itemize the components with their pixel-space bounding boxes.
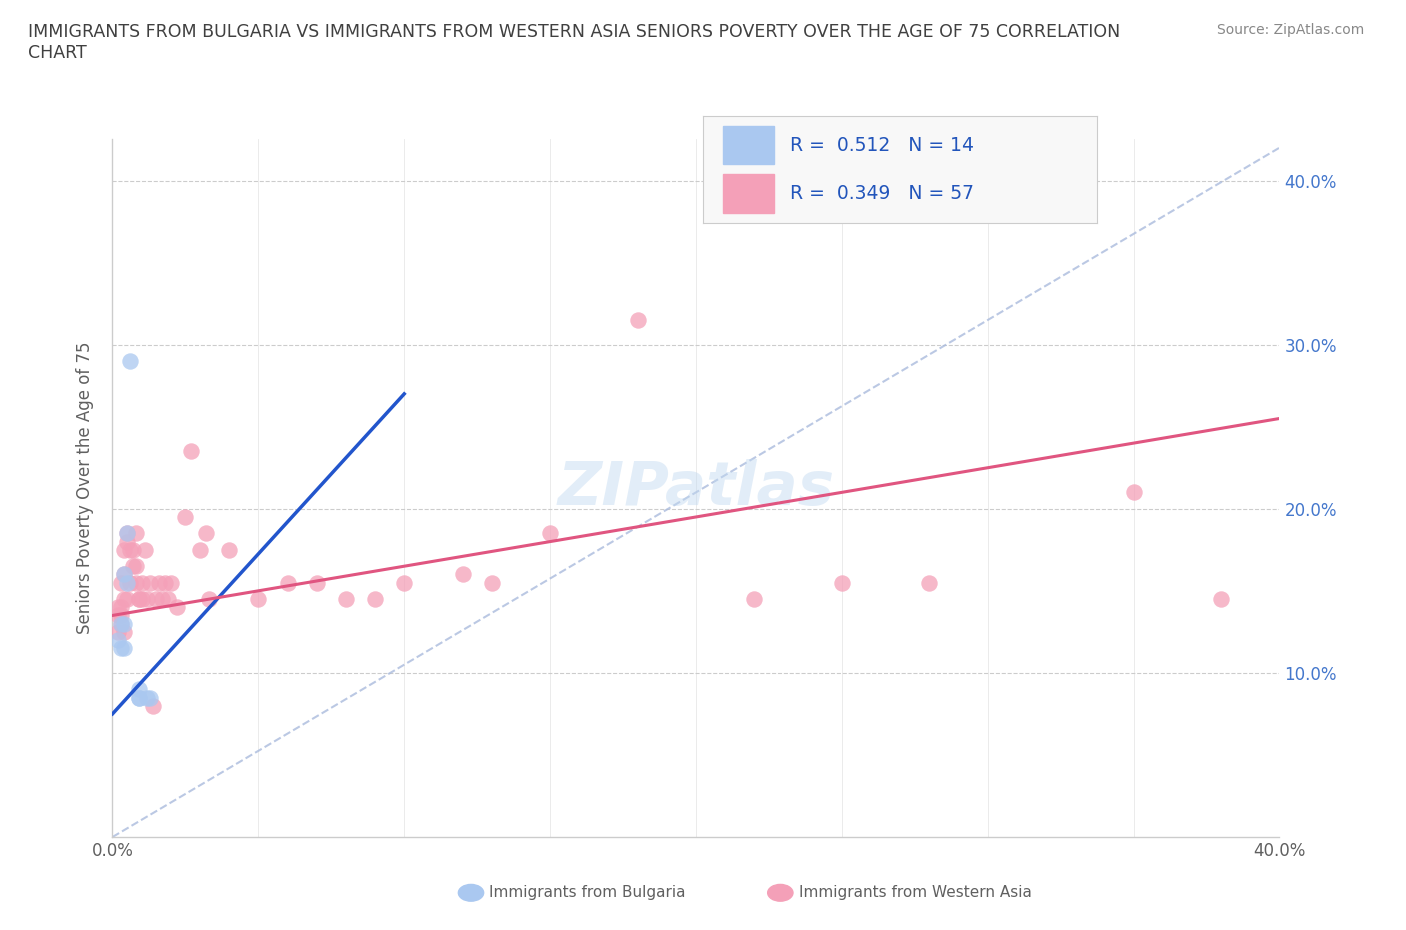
Point	[110, 641, 132, 656]
Point	[112, 641, 135, 656]
Point	[197, 591, 219, 606]
Point	[107, 624, 129, 639]
Point	[392, 575, 416, 590]
Point	[156, 591, 179, 606]
Point	[218, 542, 240, 557]
Point	[125, 559, 148, 574]
Point	[112, 591, 135, 606]
Point	[918, 575, 941, 590]
Point	[742, 591, 765, 606]
Point	[136, 591, 159, 606]
Point	[134, 542, 156, 557]
Point	[194, 526, 217, 541]
Point	[110, 617, 132, 631]
Point	[112, 542, 135, 557]
Point	[180, 444, 202, 458]
Point	[188, 542, 211, 557]
Point	[247, 591, 270, 606]
Point	[160, 575, 183, 590]
Point	[128, 591, 150, 606]
Point	[110, 617, 132, 631]
Point	[276, 575, 298, 590]
Point	[107, 608, 129, 623]
Point	[115, 575, 138, 590]
Text: IMMIGRANTS FROM BULGARIA VS IMMIGRANTS FROM WESTERN ASIA SENIORS POVERTY OVER TH: IMMIGRANTS FROM BULGARIA VS IMMIGRANTS F…	[28, 23, 1121, 62]
Point	[335, 591, 357, 606]
Point	[128, 591, 150, 606]
Point	[831, 575, 853, 590]
Point	[118, 575, 141, 590]
Text: R =  0.512   N = 14: R = 0.512 N = 14	[790, 136, 973, 154]
Point	[131, 575, 153, 590]
Point	[1209, 591, 1232, 606]
Point	[118, 542, 141, 557]
Point	[128, 682, 150, 697]
Point	[115, 534, 138, 549]
Point	[305, 575, 328, 590]
Point	[451, 567, 474, 582]
Point	[110, 600, 132, 615]
Point	[139, 575, 162, 590]
Bar	[723, 126, 773, 165]
Y-axis label: Seniors Poverty Over the Age of 75: Seniors Poverty Over the Age of 75	[76, 342, 94, 634]
Point	[110, 575, 132, 590]
Point	[1122, 485, 1144, 499]
Point	[107, 600, 129, 615]
Point	[115, 526, 138, 541]
Point	[115, 591, 138, 606]
Point	[142, 698, 165, 713]
Text: Immigrants from Western Asia: Immigrants from Western Asia	[799, 885, 1032, 900]
Point	[139, 690, 162, 705]
Point	[110, 608, 132, 623]
Point	[128, 690, 150, 705]
Point	[115, 526, 138, 541]
Point	[148, 575, 170, 590]
Point	[122, 542, 145, 557]
Point	[153, 575, 176, 590]
Point	[112, 567, 135, 582]
Point	[112, 617, 135, 631]
Point	[131, 591, 153, 606]
Point	[150, 591, 173, 606]
Point	[145, 591, 167, 606]
Point	[481, 575, 503, 590]
Point	[626, 312, 648, 327]
Point	[364, 591, 387, 606]
Point	[112, 567, 135, 582]
Bar	[723, 174, 773, 213]
Text: Source: ZipAtlas.com: Source: ZipAtlas.com	[1216, 23, 1364, 37]
Point	[538, 526, 561, 541]
Point	[128, 690, 150, 705]
Text: Immigrants from Bulgaria: Immigrants from Bulgaria	[489, 885, 686, 900]
Point	[122, 559, 145, 574]
Text: ZIPatlas: ZIPatlas	[557, 458, 835, 518]
Point	[125, 526, 148, 541]
Point	[174, 510, 197, 525]
Point	[118, 353, 141, 368]
Text: R =  0.349   N = 57: R = 0.349 N = 57	[790, 184, 973, 203]
Point	[166, 600, 188, 615]
Point	[112, 624, 135, 639]
Point	[125, 575, 148, 590]
Point	[136, 690, 159, 705]
Point	[107, 632, 129, 647]
